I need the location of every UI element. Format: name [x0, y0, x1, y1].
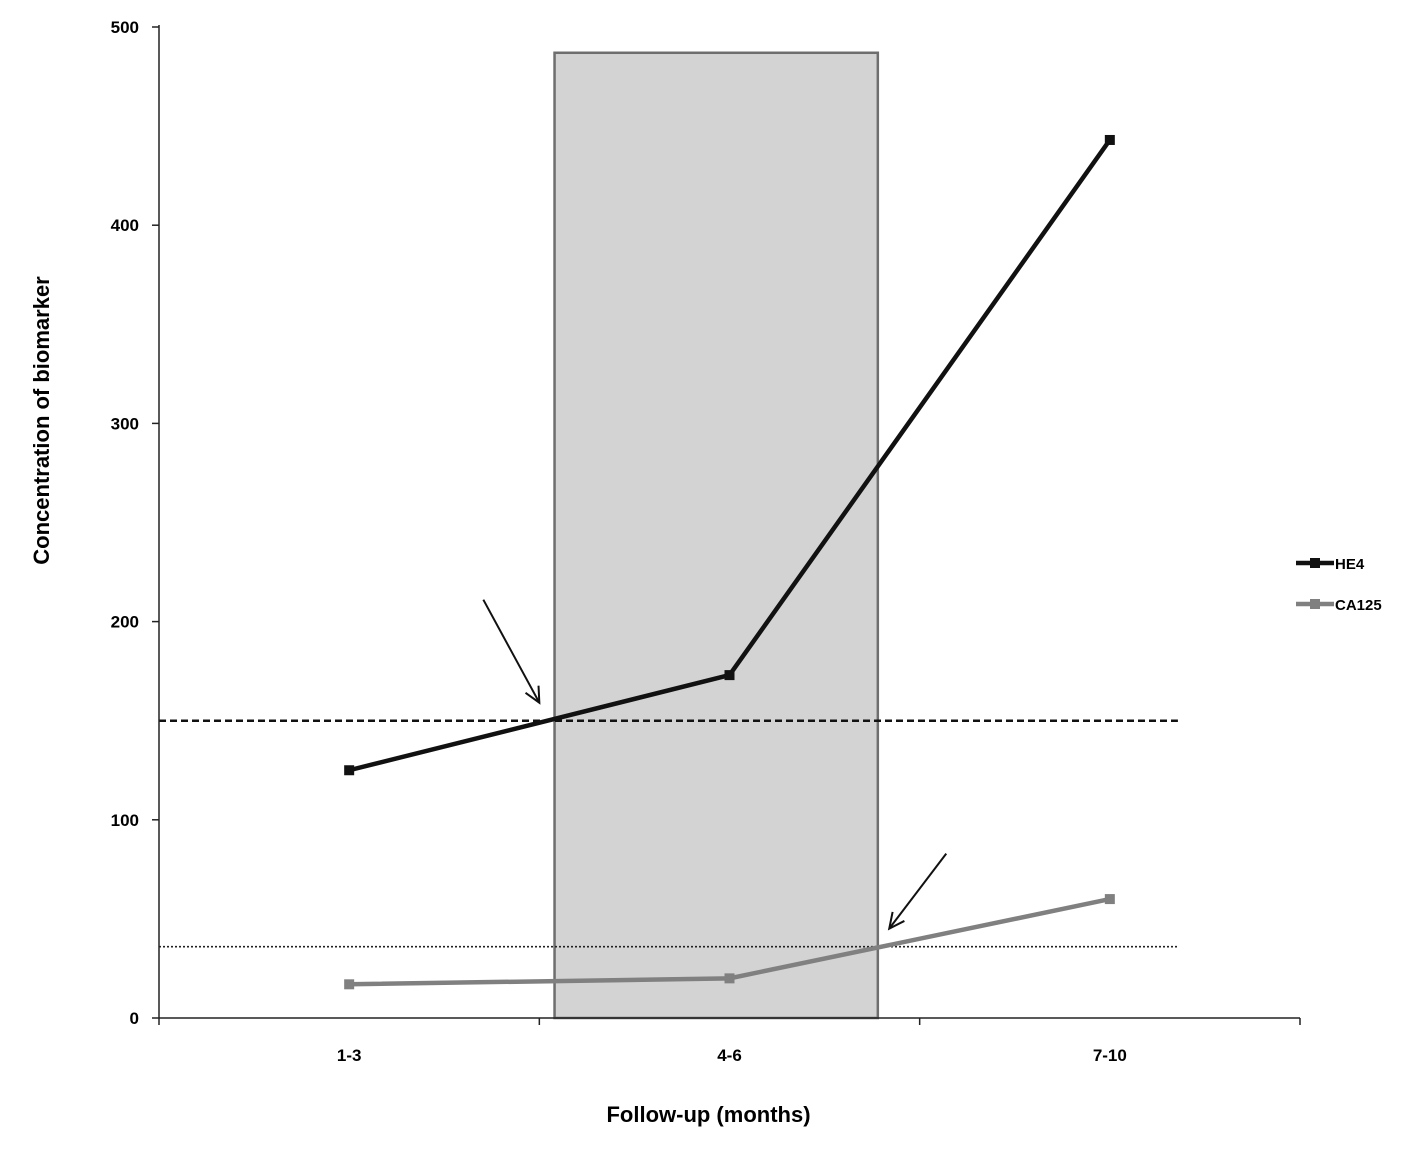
arrow-head [524, 685, 541, 705]
arrow-head [887, 911, 905, 931]
arrow-shaft [482, 599, 541, 704]
x-tick-label: 4-6 [717, 1046, 742, 1065]
legend-marker [1310, 558, 1320, 568]
legend-marker [1310, 599, 1320, 609]
data-point-ca125 [344, 979, 355, 990]
x-tick-label: 1-3 [337, 1046, 362, 1065]
axis-layer: 0 100 200 300 400 500 1-3 4-6 7-10 [111, 18, 1301, 1065]
y-tick-label: 400 [111, 216, 139, 235]
data-point-he4 [344, 765, 355, 776]
shaded-band [553, 51, 880, 1020]
series-layer [344, 134, 1115, 990]
legend: HE4 CA125 [1296, 556, 1382, 614]
annotation-layer [482, 599, 948, 931]
threshold-layer [159, 719, 1178, 948]
data-point-he4 [1104, 134, 1115, 145]
data-point-ca125 [1104, 894, 1115, 905]
y-tick-label: 300 [111, 414, 139, 433]
y-axis-title: Concentration of biomarker [29, 276, 54, 565]
data-point-he4 [724, 670, 735, 681]
x-tick-label: 7-10 [1093, 1046, 1127, 1065]
x-axis-title: Follow-up (months) [606, 1102, 810, 1127]
legend-label: HE4 [1335, 556, 1365, 573]
y-tick-label: 200 [111, 613, 139, 632]
legend-entry-ca125: CA125 [1296, 597, 1382, 614]
legend-entry-he4: HE4 [1296, 556, 1365, 573]
data-point-ca125 [724, 973, 735, 984]
y-tick-label: 0 [130, 1009, 139, 1028]
arrow-shaft [888, 853, 948, 930]
annotation-arrow [482, 599, 541, 705]
y-tick-label: 100 [111, 811, 139, 830]
legend-label: CA125 [1335, 597, 1382, 614]
y-tick-label: 500 [111, 18, 139, 37]
shaded-band-layer [553, 51, 880, 1020]
annotation-arrow [887, 853, 948, 931]
